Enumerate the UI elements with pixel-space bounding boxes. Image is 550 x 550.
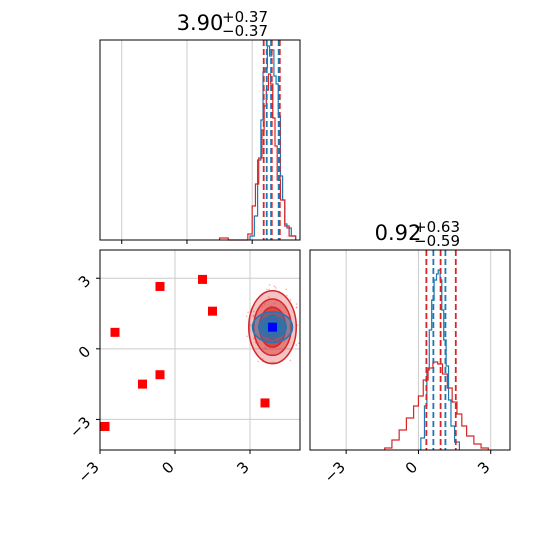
scatter-sample-point bbox=[247, 311, 249, 314]
hist-bottom-right-title-minus: −0.59 bbox=[414, 232, 460, 250]
scatter-sample-point bbox=[257, 360, 259, 363]
scatter-sample-point bbox=[295, 306, 298, 308]
scatter-sample-point bbox=[261, 305, 264, 308]
scatter-marker-blue bbox=[268, 322, 277, 332]
scatter-sample-point bbox=[273, 285, 276, 288]
hist-panel-bottom-right: −3 0 3 0.92 +0.63 −0.59 bbox=[309, 218, 511, 486]
scatter-ytick-label-2: −3 bbox=[66, 413, 94, 441]
hist-top-left-ticks bbox=[121, 240, 253, 244]
scatter-marker-red-3 bbox=[155, 370, 165, 380]
scatter-sample-point bbox=[250, 324, 252, 327]
scatter-sample-point bbox=[285, 288, 287, 291]
scatter-sample-point bbox=[266, 288, 268, 291]
hist-top-left-series bbox=[218, 45, 297, 241]
hist-bottom-right-series bbox=[384, 269, 489, 450]
scatter-sample-point bbox=[268, 284, 271, 286]
hist-panel-top-left: 3.90 +0.37 −0.37 bbox=[99, 8, 301, 244]
hist-bottom-right-ticks bbox=[345, 450, 492, 454]
hist-bottom-right-tick-labels: −3 0 3 bbox=[321, 458, 494, 486]
scatter-sample-point bbox=[252, 314, 255, 317]
hist-bottom-right-title-plus: +0.63 bbox=[414, 218, 460, 236]
scatter-sample-point bbox=[295, 344, 298, 346]
hist-top-left-title-minus: −0.37 bbox=[222, 22, 268, 40]
scatter-marker-red-4 bbox=[155, 281, 165, 291]
hist-bottom-right-title-value: 0.92 bbox=[375, 221, 422, 245]
scatter-sample-point bbox=[288, 325, 291, 327]
scatter-xtick-label-0: −3 bbox=[74, 458, 102, 486]
scatter-sample-point bbox=[264, 303, 266, 305]
scatter-marker-red-7 bbox=[260, 398, 270, 408]
hist-top-left-quantile-lines bbox=[262, 40, 281, 240]
hist-top-left-title-plus: +0.37 bbox=[222, 8, 268, 26]
scatter-sample-point bbox=[264, 346, 267, 349]
p1-hist-series_blue bbox=[249, 45, 297, 240]
scatter-ticks bbox=[96, 277, 251, 454]
scatter-sample-point bbox=[253, 337, 255, 340]
scatter-markers bbox=[100, 274, 277, 431]
scatter-sample-point bbox=[268, 288, 271, 291]
scatter-sample-point bbox=[253, 310, 255, 313]
scatter-ytick-label-0: 3 bbox=[75, 272, 94, 291]
hist-bottom-right-quantile-lines bbox=[425, 250, 457, 450]
hist-bottom-right-xtick-label-0: −3 bbox=[321, 458, 349, 486]
scatter-sample-point bbox=[287, 333, 290, 335]
scatter-frame bbox=[99, 249, 301, 451]
hist-top-left-grid bbox=[121, 40, 253, 240]
scatter-sample-point bbox=[295, 303, 298, 305]
scatter-sample-point bbox=[295, 307, 298, 309]
scatter-sample-point bbox=[246, 335, 248, 338]
scatter-sample-point bbox=[245, 315, 248, 317]
scatter-sample-point bbox=[255, 333, 258, 336]
scatter-sample-point bbox=[275, 287, 277, 289]
scatter-sample-point bbox=[273, 361, 275, 364]
scatter-marker-red-1 bbox=[110, 327, 120, 337]
scatter-marker-red-6 bbox=[208, 306, 217, 316]
scatter-marker-red-0 bbox=[100, 421, 110, 431]
scatter-marker-red-2 bbox=[138, 379, 147, 389]
scatter-sample-point bbox=[261, 358, 264, 360]
scatter-sample-point bbox=[273, 302, 276, 305]
scatter-sample-point bbox=[296, 324, 299, 326]
hist-bottom-right-frame bbox=[309, 249, 511, 451]
scatter-sample-point bbox=[267, 296, 270, 299]
hist-bottom-right-xtick-label-1: 0 bbox=[402, 458, 421, 477]
p2-hist-series_red bbox=[384, 361, 489, 450]
scatter-sample-point bbox=[271, 361, 273, 363]
scatter-marker-red-5 bbox=[198, 274, 207, 284]
scatter-sample-point bbox=[297, 342, 300, 344]
scatter-xtick-label-2: 3 bbox=[233, 458, 252, 477]
hist-top-left-frame bbox=[99, 39, 301, 241]
scatter-sample-point bbox=[252, 315, 255, 318]
hist-bottom-right-grid bbox=[345, 250, 492, 450]
scatter-sample-point bbox=[289, 359, 292, 362]
hist-bottom-right-xtick-label-2: 3 bbox=[474, 458, 493, 477]
scatter-xtick-label-1: 0 bbox=[158, 458, 177, 477]
scatter-sample-point bbox=[286, 294, 288, 297]
scatter-sample-point bbox=[289, 298, 292, 301]
scatter-ytick-label-1: 0 bbox=[75, 342, 94, 361]
hist-top-left-title-value: 3.90 bbox=[177, 11, 224, 35]
scatter-panel-bottom-left: −3 0 3 3 0 −3 bbox=[66, 249, 301, 486]
hist-bottom-right-title: 0.92 bbox=[375, 221, 422, 245]
hist-top-left-title: 3.90 bbox=[177, 11, 224, 35]
